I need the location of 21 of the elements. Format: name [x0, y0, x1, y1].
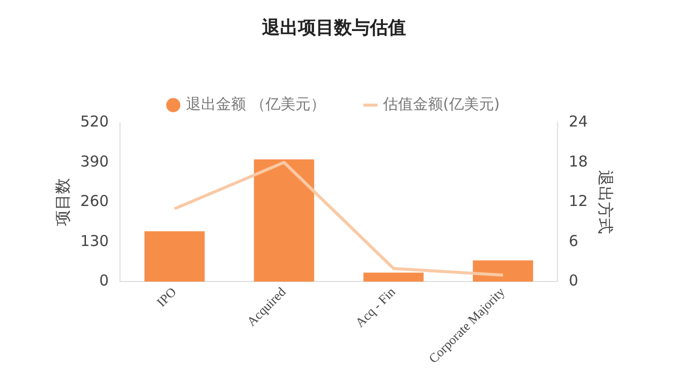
y-tick-label: 0: [99, 272, 109, 290]
y-tick-label: 520: [80, 112, 109, 130]
y2-tick-label: 0: [568, 272, 578, 290]
y2-tick-label: 18: [568, 152, 588, 170]
y-axis-title: 项目数: [52, 178, 72, 226]
bar: [144, 231, 205, 282]
y2-axis-title: 退出方式: [596, 170, 616, 234]
y-tick-label: 390: [80, 152, 109, 170]
y2-tick-label: 12: [568, 192, 588, 210]
y2-tick-label: 24: [568, 112, 588, 130]
x-tick-label: IPO: [154, 284, 180, 310]
bar: [363, 272, 424, 282]
bar: [472, 260, 534, 282]
x-tick-label: Acq - Fin: [352, 284, 398, 330]
bar: [254, 159, 314, 282]
legend-label: 估值金额(亿美元): [382, 94, 500, 113]
legend-label: 退出金额 （亿美元）: [186, 94, 326, 113]
y-tick-label: 130: [80, 232, 109, 250]
y2-tick-label: 6: [568, 232, 578, 250]
y-tick-label: 260: [80, 192, 109, 210]
chart-title: 退出项目数与估值: [261, 17, 406, 38]
